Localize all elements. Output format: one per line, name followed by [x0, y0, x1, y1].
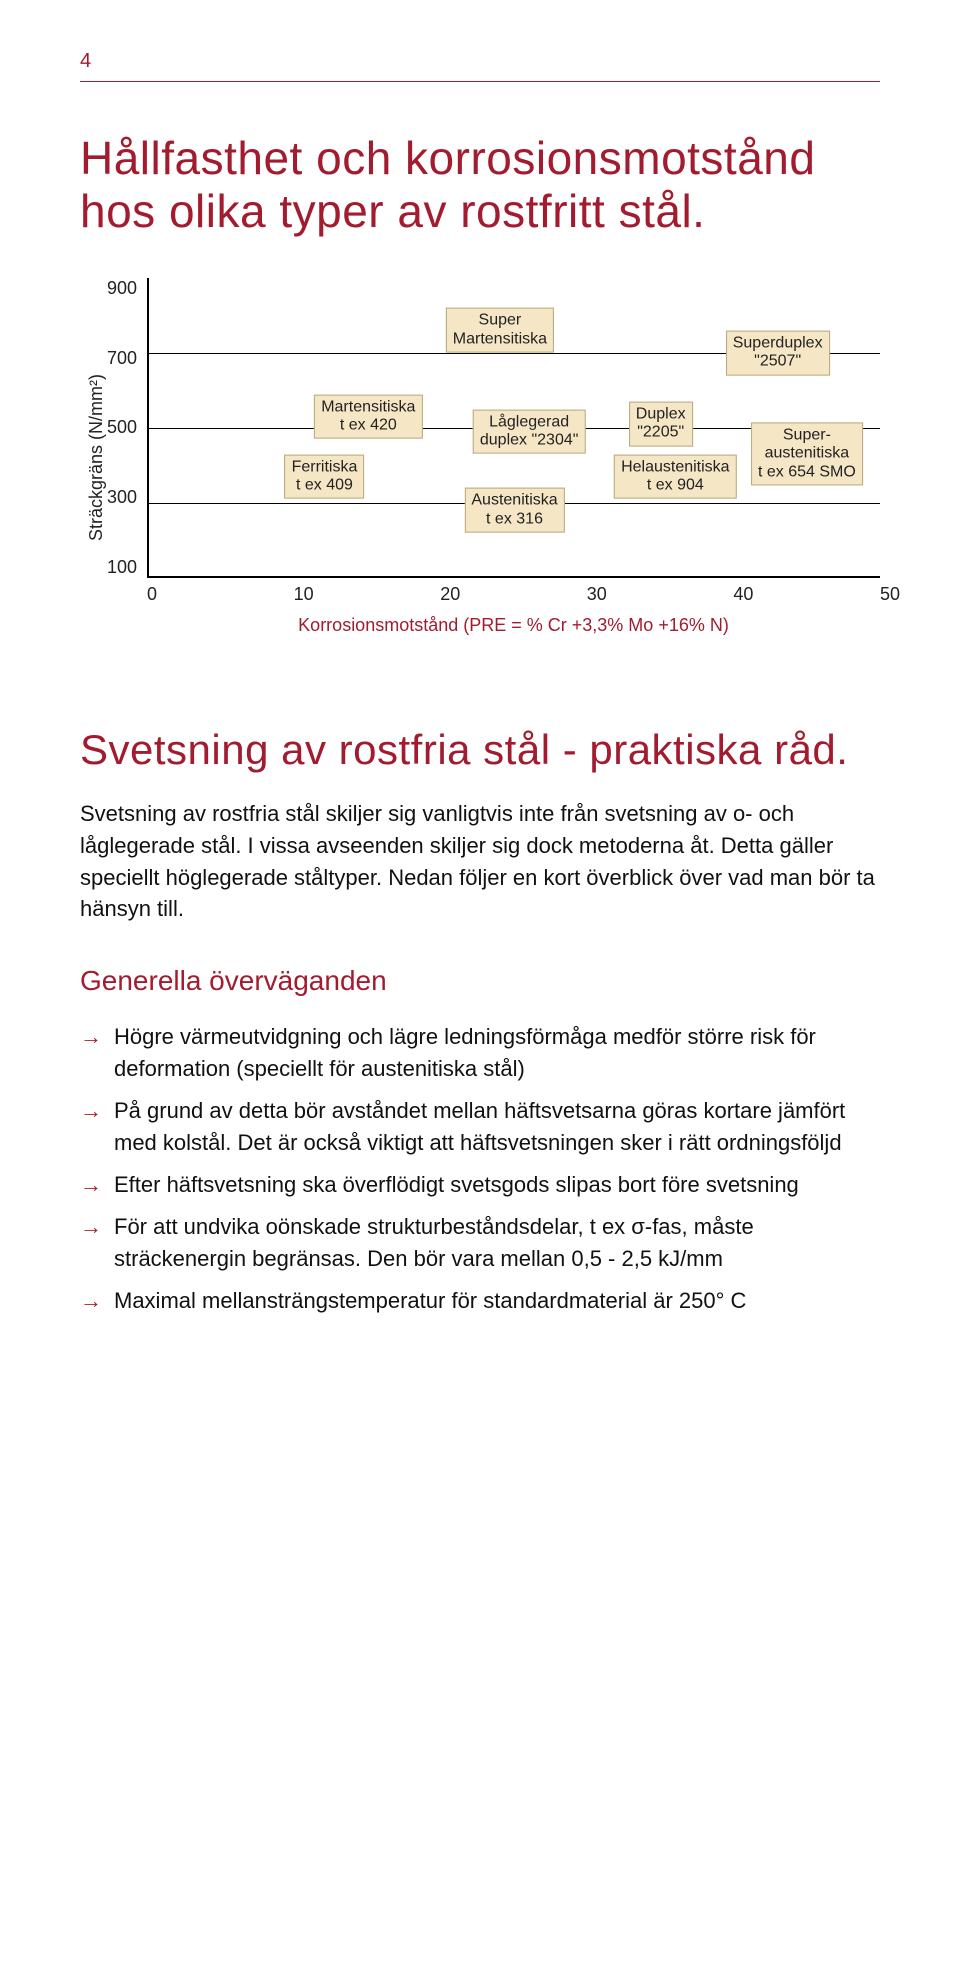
y-tick: 100 [107, 557, 137, 578]
chart-box-label: Ferritiskat ex 409 [285, 454, 365, 499]
chart-box-label: Helaustenitiskat ex 904 [614, 454, 737, 499]
y-tick: 700 [107, 348, 137, 369]
x-ticks: 01020304050 [147, 584, 880, 605]
sub-title: Generella överväganden [80, 965, 880, 997]
chart-box-label: Martensitiskat ex 420 [314, 394, 422, 439]
y-tick: 500 [107, 417, 137, 438]
chart-box-label: Austenitiskat ex 316 [464, 488, 564, 533]
page-number: 4 [80, 50, 880, 73]
list-item: Högre värmeutvidgning och lägre lednings… [80, 1021, 880, 1085]
y-axis-label: Sträckgräns (N/mm²) [80, 278, 107, 636]
plot-area: SuperMartensitiska Superduplex"2507" Marte… [147, 278, 880, 578]
y-tick: 300 [107, 487, 137, 508]
main-title: Hållfasthet och korrosionsmotstånd hos o… [80, 132, 880, 238]
top-rule [80, 81, 880, 82]
list-item: För att undvika oönskade strukturbestånd… [80, 1211, 880, 1275]
chart-box-label: Låglegeradduplex "2304" [473, 409, 586, 454]
y-tick: 900 [107, 278, 137, 299]
chart: Sträckgräns (N/mm²) 900 700 500 300 100 Supe… [80, 278, 880, 636]
list-item: På grund av detta bör avståndet mellan h… [80, 1095, 880, 1159]
x-axis-label: Korrosionsmotstånd (PRE = % Cr +3,3% Mo … [147, 615, 880, 636]
chart-box-label: Duplex"2205" [629, 402, 693, 447]
chart-box-label: Superduplex"2507" [726, 330, 830, 375]
chart-box-label: Super-austenitiskat ex 654 SMO [751, 422, 863, 485]
bullet-list: Högre värmeutvidgning och lägre lednings… [80, 1021, 880, 1316]
y-ticks: 900 700 500 300 100 [107, 278, 147, 578]
section2-body: Svetsning av rostfria stål skiljer sig v… [80, 798, 880, 926]
section2-title: Svetsning av rostfria stål - praktiska r… [80, 726, 880, 774]
list-item: Maximal mellansträngstemperatur för stan… [80, 1285, 880, 1317]
chart-box-label: SuperMartensitiska [446, 308, 554, 353]
list-item: Efter häftsvetsning ska överflödigt svet… [80, 1169, 880, 1201]
